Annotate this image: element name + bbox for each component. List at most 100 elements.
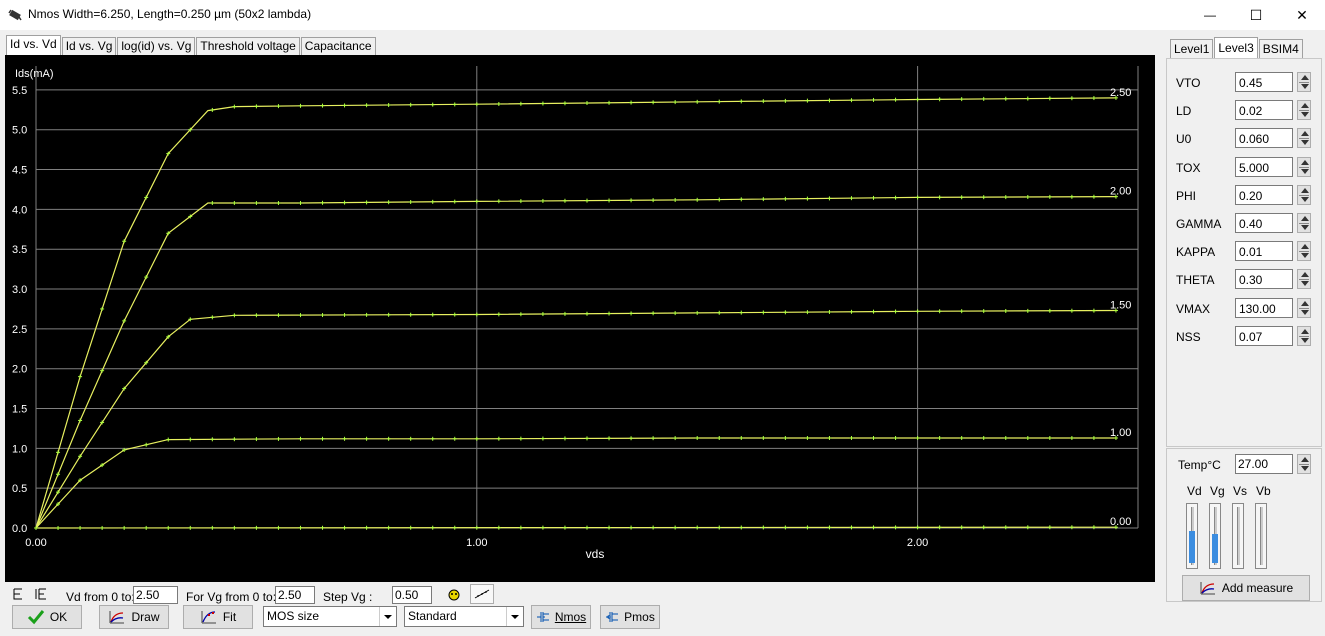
param-label: GAMMA: [1176, 217, 1222, 231]
param-input-phi[interactable]: 0.20: [1235, 184, 1293, 205]
param-row-ld: LD 0.02: [1167, 99, 1321, 123]
param-input-kappa[interactable]: 0.01: [1235, 241, 1293, 262]
tab-id-vs-vg[interactable]: Id vs. Vg: [61, 37, 117, 55]
draw-curve-icon: [109, 611, 125, 624]
param-label: PHI: [1176, 188, 1197, 203]
pmos-transistor-icon: [606, 612, 619, 622]
close-button[interactable]: ✕: [1279, 0, 1325, 30]
scale-e-alt-button[interactable]: [33, 586, 49, 602]
series-label: 0.00: [1110, 516, 1131, 528]
vg-range-label: For Vg from 0 to:: [186, 590, 277, 604]
param-row-phi: PHI 0.20: [1167, 184, 1321, 208]
param-spinner-tox[interactable]: [1297, 156, 1311, 177]
tab-bsim4[interactable]: BSIM4: [1258, 39, 1303, 58]
param-spinner-vmax[interactable]: [1297, 297, 1311, 318]
tab-id-vs-vd[interactable]: Id vs. Vd: [6, 35, 61, 55]
param-input-theta[interactable]: 0.30: [1235, 269, 1293, 290]
nmos-button[interactable]: Nmos: [531, 605, 591, 629]
minimize-button[interactable]: —: [1187, 0, 1233, 30]
param-label: VTO: [1176, 76, 1201, 90]
param-label: KAPPA: [1176, 245, 1216, 260]
param-input-vmax[interactable]: 130.00: [1235, 297, 1293, 318]
param-label: LD: [1176, 104, 1192, 119]
add-measure-label: Add measure: [1221, 581, 1294, 595]
param-spinner-ld[interactable]: [1297, 100, 1311, 121]
tab-level1[interactable]: Level1: [1170, 39, 1214, 58]
range-controls: Vd from 0 to: 2.50 For Vg from 0 to: 2.5…: [0, 584, 1155, 604]
param-input-u0[interactable]: 0.060: [1235, 128, 1293, 149]
param-spinner-u0[interactable]: [1297, 128, 1311, 149]
series-label: 1.50: [1110, 300, 1131, 312]
vd-slider[interactable]: [1186, 503, 1198, 569]
series-line: [35, 196, 1117, 529]
step-vg-input[interactable]: 0.50: [392, 586, 432, 604]
param-spinner-theta[interactable]: [1297, 269, 1311, 290]
param-spinner-phi[interactable]: [1297, 184, 1311, 205]
slider-label-vd: Vd: [1187, 484, 1202, 498]
param-input-ld[interactable]: 0.02: [1235, 100, 1293, 121]
series-label: 2.00: [1110, 186, 1131, 198]
nmos-label: Nmos: [554, 610, 587, 624]
y-axis-label: Ids(mA): [15, 68, 54, 80]
fit-button[interactable]: Fit: [183, 605, 253, 629]
main-tabs: Id vs. Vd Id vs. Vg log(id) vs. Vg Thres…: [6, 35, 377, 55]
param-input-tox[interactable]: 5.000: [1235, 156, 1293, 177]
param-row-kappa: KAPPA 0.01: [1167, 240, 1321, 264]
temp-label: Temp°C: [1178, 458, 1221, 472]
draw-button[interactable]: Draw: [99, 605, 169, 629]
scale-e-icon: [13, 588, 22, 600]
scale-e-button[interactable]: [10, 586, 26, 602]
param-spinner-vto[interactable]: [1297, 72, 1311, 92]
tab-threshold-voltage[interactable]: Threshold voltage: [196, 37, 300, 55]
cursor-button[interactable]: [470, 584, 494, 604]
param-row-u0: U0 0.060: [1167, 127, 1321, 151]
maximize-icon: ☐: [1249, 6, 1263, 23]
param-input-nss[interactable]: 0.07: [1235, 325, 1293, 346]
vd-range-label: Vd from 0 to:: [66, 590, 135, 604]
pmos-button[interactable]: Pmos: [600, 605, 660, 629]
tab-capacitance[interactable]: Capacitance: [300, 37, 376, 55]
param-row-gamma: GAMMA 0.40: [1167, 212, 1321, 236]
mos-size-select[interactable]: MOS size: [263, 606, 397, 627]
vd-range-input[interactable]: 2.50: [133, 586, 178, 604]
add-measure-button[interactable]: Add measure: [1182, 575, 1310, 601]
param-label: VMAX: [1176, 301, 1211, 316]
param-spinner-kappa[interactable]: [1297, 241, 1311, 262]
temp-spinner[interactable]: [1297, 454, 1311, 474]
window-title: Nmos Width=6.250, Length=0.250 µm (50x2 …: [28, 7, 312, 21]
y-tick-label: 3.5: [12, 244, 27, 256]
y-tick-label: 4.5: [12, 165, 27, 177]
temp-input[interactable]: 27.00: [1235, 454, 1293, 474]
y-tick-label: 5.0: [12, 125, 27, 137]
model-tabs: Level1 Level3 BSIM4: [1170, 37, 1304, 58]
vb-slider[interactable]: [1255, 503, 1267, 569]
add-measure-icon: [1200, 582, 1215, 595]
param-input-vto[interactable]: 0.45: [1235, 72, 1293, 92]
param-spinner-gamma[interactable]: [1297, 213, 1311, 233]
tab-log-id-vs-vg[interactable]: log(id) vs. Vg: [117, 37, 196, 55]
iv-chart[interactable]: 0.0 0.5 1.0 1.5 2.0 2.5 3.0 3.5 4.0 4.5 5.0 5.5 0.00…: [5, 55, 1155, 582]
fit-curve-icon: [201, 611, 216, 624]
vg-slider[interactable]: [1209, 503, 1221, 569]
series-label: 1.00: [1110, 427, 1131, 439]
cursor-icon: [474, 589, 490, 599]
param-row-vmax: VMAX 130.00: [1167, 297, 1321, 321]
series-line: [35, 437, 1116, 529]
step-vg-label: Step Vg :: [323, 590, 373, 604]
ok-button[interactable]: OK: [12, 605, 82, 629]
maximize-button[interactable]: ☐: [1233, 0, 1279, 30]
smiley-button[interactable]: [443, 585, 465, 604]
param-spinner-nss[interactable]: [1297, 325, 1311, 346]
slider-label-vs: Vs: [1233, 484, 1248, 498]
y-tick-label: 1.0: [12, 443, 27, 455]
vs-slider[interactable]: [1232, 503, 1244, 569]
x-tick-label: 2.00: [907, 537, 928, 549]
standard-select[interactable]: Standard: [404, 606, 524, 627]
series-line: [35, 97, 1117, 529]
param-label: U0: [1176, 132, 1192, 147]
vg-range-input[interactable]: 2.50: [275, 586, 315, 604]
param-input-gamma[interactable]: 0.40: [1235, 213, 1293, 233]
y-tick-label: 1.5: [12, 404, 27, 416]
tab-level3[interactable]: Level3: [1214, 37, 1258, 58]
iv-chart-svg: 0.0 0.5 1.0 1.5 2.0 2.5 3.0 3.5 4.0 4.5 5.0 5.5 0.00…: [12, 66, 1139, 561]
